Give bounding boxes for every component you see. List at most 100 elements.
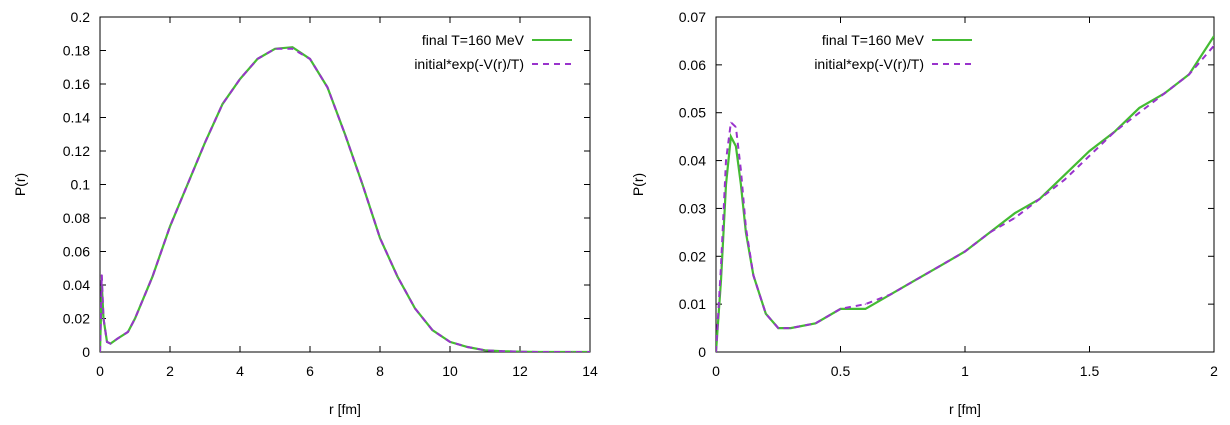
data-point <box>1039 198 1041 200</box>
data-point <box>151 276 154 278</box>
data-point <box>256 58 259 60</box>
data-point <box>501 350 504 352</box>
data-point <box>169 225 171 227</box>
data-point <box>752 274 755 276</box>
data-point <box>1064 174 1066 176</box>
data-point <box>720 265 722 267</box>
y-tick-label: 0.1 <box>71 177 91 193</box>
data-point <box>777 327 779 329</box>
data-point <box>1213 35 1214 37</box>
data-point <box>1113 131 1115 133</box>
data-point <box>1014 212 1016 214</box>
y-tick-label: 0.2 <box>71 9 91 25</box>
y-tick-label: 0 <box>698 344 706 360</box>
y-axis-label: P(r) <box>12 173 28 196</box>
data-point <box>1188 73 1190 75</box>
y-tick-label: 0.04 <box>679 153 706 169</box>
y-tick-label: 0.18 <box>63 43 90 59</box>
x-tick-label: 0 <box>712 363 720 379</box>
data-point <box>730 121 732 123</box>
data-point <box>964 250 966 253</box>
plot-frame <box>715 16 1215 353</box>
legend-label: final T=160 MeV <box>822 32 925 48</box>
y-tick-label: 0.14 <box>63 110 90 126</box>
data-point <box>554 351 556 352</box>
y-tick-label: 0.05 <box>679 105 706 121</box>
data-point <box>484 349 486 351</box>
data-point <box>101 274 103 276</box>
data-point <box>106 341 108 343</box>
data-point <box>889 294 891 296</box>
data-point <box>449 341 451 343</box>
data-point <box>939 265 941 267</box>
x-tick-label: 2 <box>166 363 174 379</box>
y-tick-label: 0.08 <box>63 210 90 226</box>
series-line-initial <box>716 45 1214 352</box>
data-point <box>536 351 539 352</box>
data-point <box>589 351 590 352</box>
data-point <box>1088 155 1091 157</box>
data-point <box>765 313 767 315</box>
y-tick-label: 0.16 <box>63 76 90 92</box>
x-axis-label: r [fm] <box>949 401 981 417</box>
x-tick-label: 2 <box>1210 363 1218 379</box>
x-tick-label: 1 <box>961 363 969 379</box>
data-point <box>431 329 434 331</box>
data-point <box>466 346 469 348</box>
data-point <box>109 343 112 345</box>
x-tick-label: 10 <box>442 363 458 379</box>
y-tick-label: 0.07 <box>679 9 706 25</box>
y-tick-label: 0.03 <box>679 200 706 216</box>
data-point <box>519 351 521 352</box>
data-point <box>239 78 241 80</box>
data-point <box>116 338 119 340</box>
data-point <box>571 351 574 352</box>
data-point <box>815 322 817 324</box>
legend-label: final T=160 MeV <box>422 32 525 48</box>
y-tick-label: 0.04 <box>63 277 90 293</box>
series-line-initial <box>100 47 590 352</box>
y-tick-label: 0.12 <box>63 143 90 159</box>
data-point <box>1138 107 1140 109</box>
x-tick-label: 1.5 <box>1080 363 1100 379</box>
data-point <box>291 46 294 48</box>
data-point <box>344 133 346 135</box>
data-point <box>1138 112 1140 114</box>
series-line-final <box>716 35 1214 352</box>
y-axis-label: P(r) <box>630 173 646 196</box>
x-tick-label: 4 <box>236 363 244 379</box>
legend-label: initial*exp(-V(r)/T) <box>414 56 524 72</box>
data-point <box>716 351 717 352</box>
data-point <box>1213 45 1214 47</box>
data-point <box>989 231 991 233</box>
left-chart-panel: 0 0.02 0.04 0.06 0.08 0.1 0.12 0.14 0.16 0.18 0.2 0… <box>12 9 598 417</box>
y-tick-label: 0.06 <box>679 57 706 73</box>
x-tick-label: 8 <box>376 363 384 379</box>
data-point <box>1163 93 1165 95</box>
data-point <box>735 145 737 147</box>
data-point <box>361 183 364 186</box>
data-point <box>730 136 732 138</box>
y-tick-label: 0 <box>82 344 90 360</box>
data-point <box>396 276 399 278</box>
data-point <box>414 307 416 309</box>
x-tick-label: 0.5 <box>831 363 851 379</box>
data-point <box>309 58 311 60</box>
data-point <box>740 169 742 171</box>
data-point <box>725 160 727 162</box>
data-point <box>127 331 129 333</box>
data-point <box>134 317 136 320</box>
data-point <box>291 48 294 50</box>
series-line-final <box>100 46 590 352</box>
data-point <box>186 183 189 186</box>
x-tick-label: 12 <box>512 363 528 379</box>
x-axis-label: r [fm] <box>329 401 361 417</box>
data-point <box>740 183 742 186</box>
data-point <box>274 48 276 50</box>
data-point <box>735 126 737 128</box>
data-point <box>914 279 916 281</box>
data-point <box>864 308 867 310</box>
data-point <box>102 317 105 320</box>
data-point <box>379 237 381 239</box>
